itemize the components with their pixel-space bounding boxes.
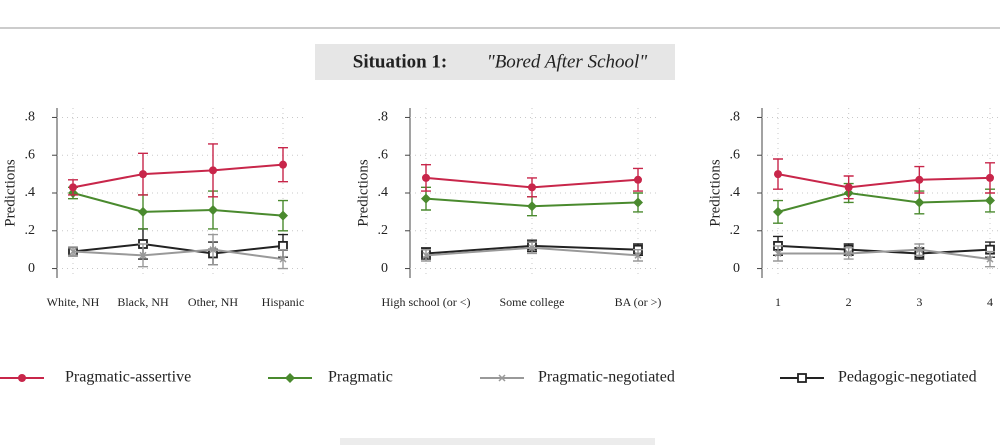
legend-marker bbox=[18, 374, 26, 382]
marker bbox=[209, 246, 217, 254]
marker bbox=[422, 173, 430, 182]
marker bbox=[634, 175, 642, 184]
marker bbox=[985, 195, 995, 206]
y-tick-label: .4 bbox=[730, 185, 741, 200]
marker bbox=[138, 206, 148, 217]
marker bbox=[773, 206, 783, 217]
marker bbox=[528, 244, 536, 252]
x-tick-label: Other, NH bbox=[188, 295, 239, 309]
next-title-box bbox=[340, 438, 655, 445]
y-tick-label: .6 bbox=[378, 147, 389, 162]
marker bbox=[633, 197, 643, 208]
marker bbox=[278, 210, 288, 221]
legend-marker bbox=[285, 373, 295, 383]
series-line bbox=[72, 192, 284, 217]
series-line bbox=[72, 163, 284, 189]
marker bbox=[914, 197, 925, 208]
marker bbox=[986, 173, 994, 182]
series-line bbox=[777, 191, 991, 213]
y-tick-label: 0 bbox=[733, 261, 740, 276]
x-tick-label: 2 bbox=[846, 295, 852, 309]
x-tick-label: 4 bbox=[987, 295, 993, 309]
series-line bbox=[72, 242, 284, 255]
marker bbox=[279, 255, 287, 263]
marker bbox=[634, 251, 642, 259]
marker bbox=[774, 249, 782, 257]
y-tick-label: .6 bbox=[730, 147, 741, 162]
y-tick-label: .8 bbox=[378, 110, 389, 125]
marker bbox=[986, 255, 994, 263]
y-tick-label: .4 bbox=[378, 185, 389, 200]
x-tick-label: Hispanic bbox=[262, 295, 305, 309]
series-line bbox=[777, 173, 991, 189]
y-tick-label: .2 bbox=[25, 223, 36, 238]
y-tick-label: .2 bbox=[730, 223, 741, 238]
y-tick-label: .8 bbox=[730, 110, 741, 125]
x-tick-label: 3 bbox=[916, 295, 922, 309]
marker bbox=[774, 170, 782, 179]
x-tick-label: High school (or <) bbox=[381, 295, 470, 309]
marker bbox=[527, 201, 537, 212]
y-axis-label: Predictions bbox=[355, 159, 371, 227]
marker bbox=[422, 251, 430, 259]
marker bbox=[279, 160, 287, 169]
x-tick-label: BA (or >) bbox=[615, 295, 662, 309]
y-tick-label: 0 bbox=[381, 261, 388, 276]
marker bbox=[421, 193, 431, 204]
series-line bbox=[72, 248, 284, 261]
y-tick-label: .2 bbox=[378, 223, 389, 238]
legend-marker bbox=[797, 373, 807, 383]
marker bbox=[139, 170, 147, 179]
x-tick-label: White, NH bbox=[47, 295, 100, 309]
marker bbox=[915, 175, 924, 184]
marker bbox=[139, 251, 147, 259]
marker bbox=[278, 240, 288, 251]
marker bbox=[69, 183, 77, 192]
x-tick-label: Black, NH bbox=[117, 295, 169, 309]
marker bbox=[209, 166, 217, 175]
marker bbox=[208, 205, 218, 215]
series-line bbox=[778, 248, 991, 261]
legend-label: Pragmatic bbox=[328, 369, 393, 386]
x-tick-label: 1 bbox=[775, 295, 781, 309]
legend-label: Pragmatic-negotiated bbox=[538, 369, 675, 386]
y-tick-label: .4 bbox=[25, 185, 36, 200]
y-tick-label: 0 bbox=[28, 261, 35, 276]
legend-label: Pedagogic-negotiated bbox=[838, 369, 977, 386]
chart-subtitle: "Bored After School" bbox=[487, 51, 649, 72]
y-axis-label: Predictions bbox=[2, 159, 18, 227]
x-tick-label: Some college bbox=[500, 295, 565, 309]
y-tick-label: .6 bbox=[25, 147, 36, 162]
legend-label: Pragmatic-assertive bbox=[65, 369, 191, 386]
chart-title: Situation 1: bbox=[353, 51, 448, 72]
marker bbox=[844, 183, 853, 192]
marker bbox=[915, 246, 923, 254]
title-box bbox=[315, 44, 675, 80]
marker bbox=[69, 248, 77, 256]
y-axis-label: Predictions bbox=[707, 159, 723, 227]
legend-marker bbox=[498, 374, 506, 382]
y-tick-label: .8 bbox=[25, 110, 36, 125]
marker bbox=[528, 183, 536, 192]
marker bbox=[845, 249, 853, 257]
